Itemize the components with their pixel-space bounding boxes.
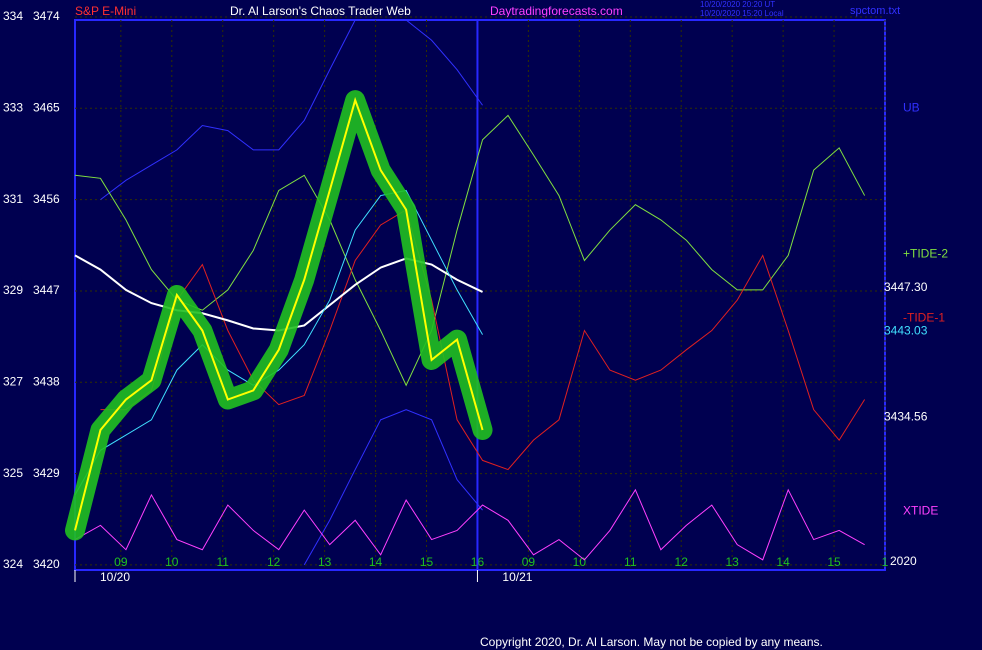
y-tick-label: 3456 <box>33 192 60 206</box>
x-tick-label: 12 <box>675 555 689 569</box>
x-tick-label: 12 <box>267 555 281 569</box>
year: 2020 <box>890 554 917 568</box>
x-tick-label: 09 <box>114 555 128 569</box>
y-tick-label: 3429 <box>33 466 60 480</box>
stamp: 10/20/2020 20:20 UT <box>700 0 775 9</box>
file-name: spctom.txt <box>850 5 900 17</box>
series-label: UB <box>903 100 920 114</box>
symbol: S&P E-Mini <box>75 4 136 18</box>
y-alt-label: 327 <box>3 374 23 388</box>
series-line <box>74 96 484 531</box>
series-label: +TIDE-2 <box>903 247 948 261</box>
y-tick-label: 3447 <box>33 283 60 297</box>
last-value: 3447.30 <box>884 280 928 294</box>
series-line <box>100 208 866 471</box>
title: Dr. Al Larson's Chaos Trader Web <box>230 4 411 18</box>
y-tick-label: 3420 <box>33 557 60 571</box>
y-tick-label: 3474 <box>33 9 60 23</box>
date-label: 10/21 <box>502 570 532 584</box>
x-tick-label: 11 <box>624 555 637 569</box>
y-alt-label: 324 <box>3 557 23 571</box>
x-tick-label: 13 <box>318 555 332 569</box>
series-label: XTIDE <box>903 503 938 517</box>
x-tick-label: 1 <box>882 555 889 569</box>
x-tick-label: 15 <box>827 555 841 569</box>
x-tick-label: 10 <box>573 555 587 569</box>
y-tick-label: 3438 <box>33 374 60 388</box>
last-value: 3443.03 <box>884 323 928 337</box>
series-line <box>100 19 483 201</box>
y-alt-label: 334 <box>3 9 23 23</box>
site: Daytradingforecasts.com <box>490 4 623 18</box>
y-alt-label: 331 <box>3 192 23 206</box>
x-tick-label: 11 <box>217 555 230 569</box>
date-label: 10/20 <box>100 570 130 584</box>
y-tick-label: 3465 <box>33 100 60 114</box>
x-tick-label: 09 <box>522 555 536 569</box>
y-alt-label: 325 <box>3 466 23 480</box>
x-tick-label: 15 <box>420 555 434 569</box>
series-label: -TIDE-1 <box>903 311 945 325</box>
x-tick-label: 10 <box>165 555 179 569</box>
x-tick-label: 14 <box>369 555 383 569</box>
x-tick-label: 14 <box>776 555 790 569</box>
footer: Copyright 2020, Dr. Al Larson. May not b… <box>480 635 823 649</box>
stamp: 10/20/2020 15:20 Local <box>700 9 784 18</box>
last-value: 3434.56 <box>884 409 928 423</box>
x-tick-label: 13 <box>725 555 739 569</box>
series-line <box>74 488 865 561</box>
y-alt-label: 333 <box>3 100 23 114</box>
series-line <box>303 409 483 566</box>
y-alt-label: 329 <box>3 283 23 297</box>
series-line <box>74 114 866 387</box>
